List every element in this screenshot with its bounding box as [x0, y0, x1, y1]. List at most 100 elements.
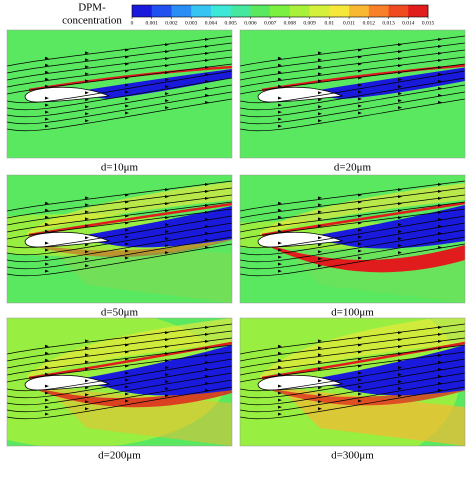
colorbar-tick-label: 0.015 [422, 20, 435, 26]
streamline-arrow [318, 79, 322, 83]
streamline [7, 337, 232, 369]
streamline-arrow [85, 367, 89, 371]
streamline-arrow [358, 48, 362, 52]
streamline-arrow [398, 331, 402, 335]
streamline-arrow [318, 236, 322, 240]
streamline-arrow [318, 346, 322, 350]
streamline-arrow [278, 96, 282, 100]
streamline-arrow [358, 364, 362, 368]
streamline-arrow [358, 207, 362, 211]
streamline [7, 208, 232, 240]
streamline-arrow [125, 385, 129, 389]
streamline-arrow [318, 112, 322, 116]
streamline-arrow [438, 210, 442, 214]
colorbar-tick-label: 0.008 [284, 20, 297, 26]
streamline [7, 194, 232, 226]
streamline-arrow [318, 119, 322, 123]
colorbar-band [349, 5, 370, 17]
streamline-arrow [318, 379, 322, 383]
streamline [7, 77, 232, 111]
streamline-arrow [125, 193, 129, 197]
halo-upper [260, 318, 465, 378]
streamline-arrow [125, 392, 129, 396]
streamline-arrow [278, 248, 282, 252]
streamline-arrow [165, 237, 169, 241]
streamline [7, 201, 232, 233]
streamline-arrow [278, 384, 282, 388]
red-lower [270, 245, 465, 273]
streamline-arrow [45, 117, 49, 121]
streamline-arrow [125, 350, 129, 354]
streamline-arrow [165, 223, 169, 227]
streamline-arrow [278, 391, 282, 395]
streamline-arrow [165, 331, 169, 335]
streamline [7, 222, 232, 256]
streamline [7, 70, 232, 104]
streamline-arrow [278, 70, 282, 74]
panel [240, 318, 465, 446]
streamline-arrow [438, 86, 442, 90]
streamline-arrow [318, 386, 322, 390]
panel-label: d=300μm [331, 450, 374, 462]
streamline-arrow [125, 76, 129, 80]
streamline-arrow [165, 244, 169, 248]
streamline-arrow [45, 63, 49, 67]
streamline [240, 35, 465, 67]
streamline-arrow [85, 236, 89, 240]
streamline-arrow [438, 381, 442, 385]
streamline-arrow [205, 58, 209, 62]
streamline-arrow [318, 72, 322, 76]
streamline [240, 180, 465, 212]
panel-frame [239, 29, 466, 159]
streamline-arrow [85, 360, 89, 364]
panel-label: d=100μm [331, 307, 374, 319]
streamline-arrow [278, 56, 282, 60]
streamline-arrow [205, 332, 209, 336]
panel-label: d=50μm [101, 307, 139, 319]
streamline-arrow [125, 97, 129, 101]
panel-frame [6, 317, 233, 447]
streamline [7, 63, 232, 95]
streamline [240, 236, 465, 270]
colorbar-band [132, 5, 153, 17]
streamline-arrow [398, 64, 402, 68]
streamline-arrow [125, 55, 129, 59]
streamline-arrow [358, 76, 362, 80]
streamline-arrow [438, 224, 442, 228]
streamline-arrow [45, 344, 49, 348]
streamline-arrow [438, 360, 442, 364]
streamline-arrow [85, 386, 89, 390]
streamline-arrow [85, 379, 89, 383]
streamline-arrow [205, 203, 209, 207]
streamline-arrow [85, 112, 89, 116]
streamline-arrow [438, 44, 442, 48]
streamline-arrow [165, 71, 169, 75]
streamline-arrow [205, 79, 209, 83]
streamline-arrow [318, 264, 322, 268]
colorbar-band [171, 5, 192, 17]
streamline-arrow [125, 221, 129, 225]
panel [7, 318, 232, 446]
streamline-arrow [125, 214, 129, 218]
streamline-arrow [438, 367, 442, 371]
streamline [240, 77, 465, 111]
streamline-arrow [205, 210, 209, 214]
streamline-arrow [165, 251, 169, 255]
streamline-arrow [85, 346, 89, 350]
streamline-arrow [85, 203, 89, 207]
streamline-arrow [125, 343, 129, 347]
streamline [240, 208, 465, 240]
streamline-arrow [398, 92, 402, 96]
streamline-arrow [438, 203, 442, 207]
streamline-arrow [318, 224, 322, 228]
panel [7, 175, 232, 303]
panel-frame [239, 317, 466, 447]
streamline-arrow [165, 394, 169, 398]
streamline-arrow [85, 407, 89, 411]
streamline-arrow [45, 222, 49, 226]
streamline [7, 243, 232, 277]
streamline-arrow [165, 209, 169, 213]
streamline-arrow [318, 217, 322, 221]
streamline-arrow [125, 62, 129, 66]
streamline-arrow [165, 345, 169, 349]
